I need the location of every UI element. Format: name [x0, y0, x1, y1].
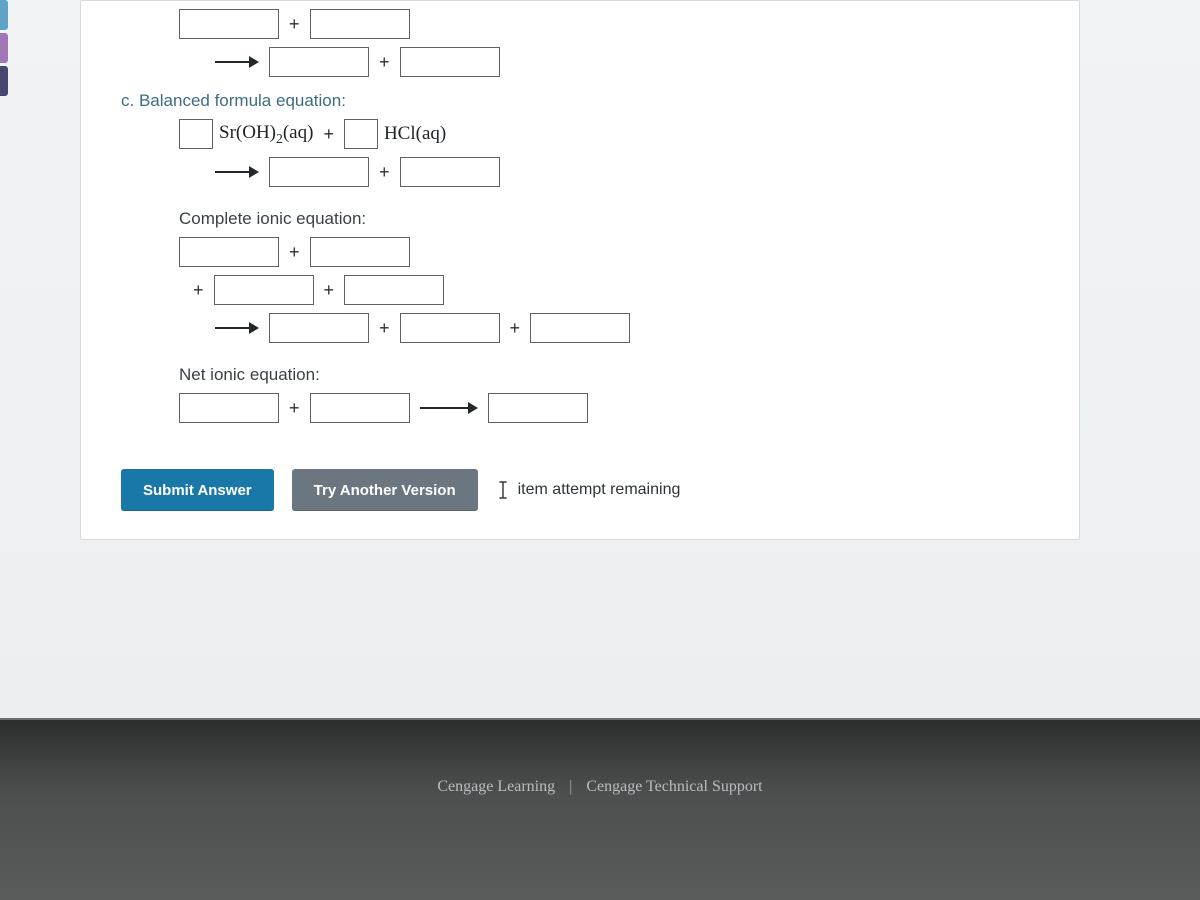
footer-support-link[interactable]: Cengage Technical Support	[586, 778, 762, 795]
plus-symbol: +	[285, 242, 304, 263]
prev-product-b-input[interactable]	[400, 47, 500, 77]
submit-answer-button[interactable]: Submit Answer	[121, 469, 274, 511]
formula-hcl: HCl(aq)	[384, 123, 446, 145]
plus-symbol: +	[375, 52, 394, 73]
plus-symbol: +	[285, 14, 304, 35]
complete-ionic-heading: Complete ionic equation:	[179, 209, 1039, 229]
ionic-g-input[interactable]	[530, 313, 630, 343]
net-a-input[interactable]	[179, 393, 279, 423]
prev-product-a-input[interactable]	[269, 47, 369, 77]
prev-species-a-input[interactable]	[179, 9, 279, 39]
balanced-reactants-row: Sr(OH)2(aq) + HCl(aq)	[179, 119, 1039, 149]
question-card: + + c. Balanced formula equation: Sr(OH)…	[80, 0, 1080, 540]
formula-sroh2: Sr(OH)2(aq)	[219, 122, 313, 147]
ionic-f-input[interactable]	[400, 313, 500, 343]
attempts-text: item attempt remaining	[518, 481, 681, 499]
arrow-icon	[420, 401, 478, 415]
attempts-remaining: item attempt remaining	[496, 481, 681, 499]
net-b-input[interactable]	[310, 393, 410, 423]
section-c-balanced-heading: c. Balanced formula equation:	[121, 91, 1039, 111]
footer-brand: Cengage Learning	[437, 778, 555, 795]
net-ionic-row: +	[179, 393, 1039, 423]
plus-symbol: +	[375, 318, 394, 339]
prev-reactants-row: +	[179, 9, 1039, 39]
arrow-icon	[215, 165, 259, 179]
plus-symbol: +	[319, 124, 338, 145]
content-viewport: + + c. Balanced formula equation: Sr(OH)…	[0, 0, 1200, 720]
ionic-d-input[interactable]	[344, 275, 444, 305]
balanced-products-row: +	[211, 157, 1039, 187]
arrow-icon	[215, 321, 259, 335]
arrow-icon	[215, 55, 259, 69]
ionic-row-3: + +	[211, 313, 1039, 343]
plus-symbol: +	[320, 280, 339, 301]
section-c-prefix: c.	[121, 91, 134, 110]
prev-species-b-input[interactable]	[310, 9, 410, 39]
coef-sroh2-input[interactable]	[179, 119, 213, 149]
rail-tab-1[interactable]	[0, 0, 8, 30]
ionic-e-input[interactable]	[269, 313, 369, 343]
balanced-product-a-input[interactable]	[269, 157, 369, 187]
ionic-a-input[interactable]	[179, 237, 279, 267]
text-cursor-icon	[496, 481, 510, 499]
balanced-label: Balanced formula equation:	[139, 91, 346, 110]
ionic-c-input[interactable]	[214, 275, 314, 305]
ionic-b-input[interactable]	[310, 237, 410, 267]
plus-symbol: +	[285, 398, 304, 419]
ionic-row-2: + +	[189, 275, 1039, 305]
rail-tab-3[interactable]	[0, 66, 8, 96]
net-c-input[interactable]	[488, 393, 588, 423]
ionic-row-1: +	[179, 237, 1039, 267]
coef-hcl-input[interactable]	[344, 119, 378, 149]
action-button-row: Submit Answer Try Another Version item a…	[121, 469, 1039, 511]
try-another-version-button[interactable]: Try Another Version	[292, 469, 478, 511]
plus-symbol: +	[189, 280, 208, 301]
plus-symbol: +	[375, 162, 394, 183]
net-ionic-heading: Net ionic equation:	[179, 365, 1039, 385]
rail-tab-2[interactable]	[0, 33, 8, 63]
prev-products-row: +	[211, 47, 1039, 77]
footer-separator: |	[569, 778, 572, 795]
page-footer: Cengage Learning | Cengage Technical Sup…	[0, 720, 1200, 900]
left-rail-tabs	[0, 0, 8, 140]
balanced-product-b-input[interactable]	[400, 157, 500, 187]
plus-symbol: +	[506, 318, 525, 339]
